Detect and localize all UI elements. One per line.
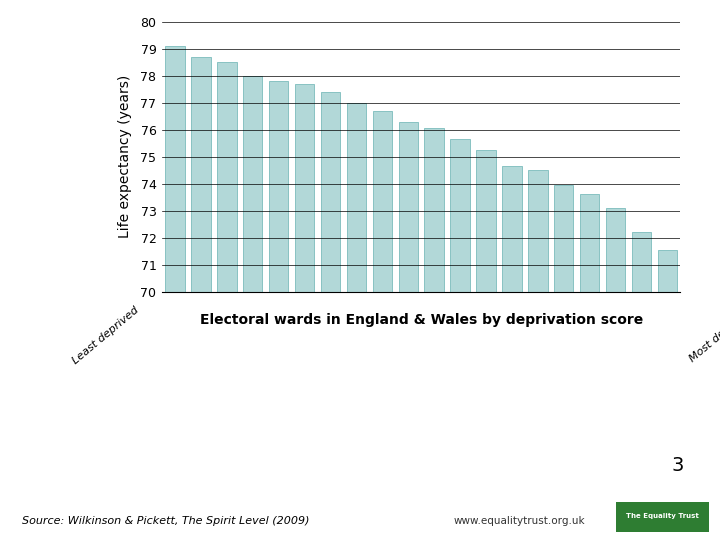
- Bar: [269, 81, 288, 540]
- Text: The Equality Trust: The Equality Trust: [626, 512, 699, 518]
- Bar: [217, 62, 236, 540]
- Bar: [399, 122, 418, 540]
- Y-axis label: Life expectancy (years): Life expectancy (years): [118, 75, 132, 238]
- Text: Source: Wilkinson & Pickett, The Spirit Level (2009): Source: Wilkinson & Pickett, The Spirit …: [22, 516, 309, 526]
- Bar: [347, 103, 366, 540]
- Text: Most deprived: Most deprived: [688, 305, 720, 364]
- Bar: [503, 166, 522, 540]
- Bar: [606, 208, 625, 540]
- Bar: [658, 249, 678, 540]
- Bar: [477, 150, 495, 540]
- Bar: [321, 92, 340, 540]
- Bar: [295, 84, 315, 540]
- Text: Least deprived: Least deprived: [71, 305, 140, 366]
- Bar: [166, 46, 184, 540]
- Bar: [580, 194, 600, 540]
- Bar: [451, 139, 470, 540]
- Text: Electoral wards in England & Wales by deprivation score: Electoral wards in England & Wales by de…: [199, 313, 643, 327]
- Bar: [373, 111, 392, 540]
- Bar: [243, 76, 262, 540]
- Bar: [632, 232, 652, 540]
- Text: 3: 3: [672, 456, 684, 475]
- Text: www.equalitytrust.org.uk: www.equalitytrust.org.uk: [454, 516, 585, 526]
- Bar: [554, 185, 574, 540]
- Bar: [425, 128, 444, 540]
- Bar: [192, 57, 211, 540]
- Bar: [528, 170, 548, 540]
